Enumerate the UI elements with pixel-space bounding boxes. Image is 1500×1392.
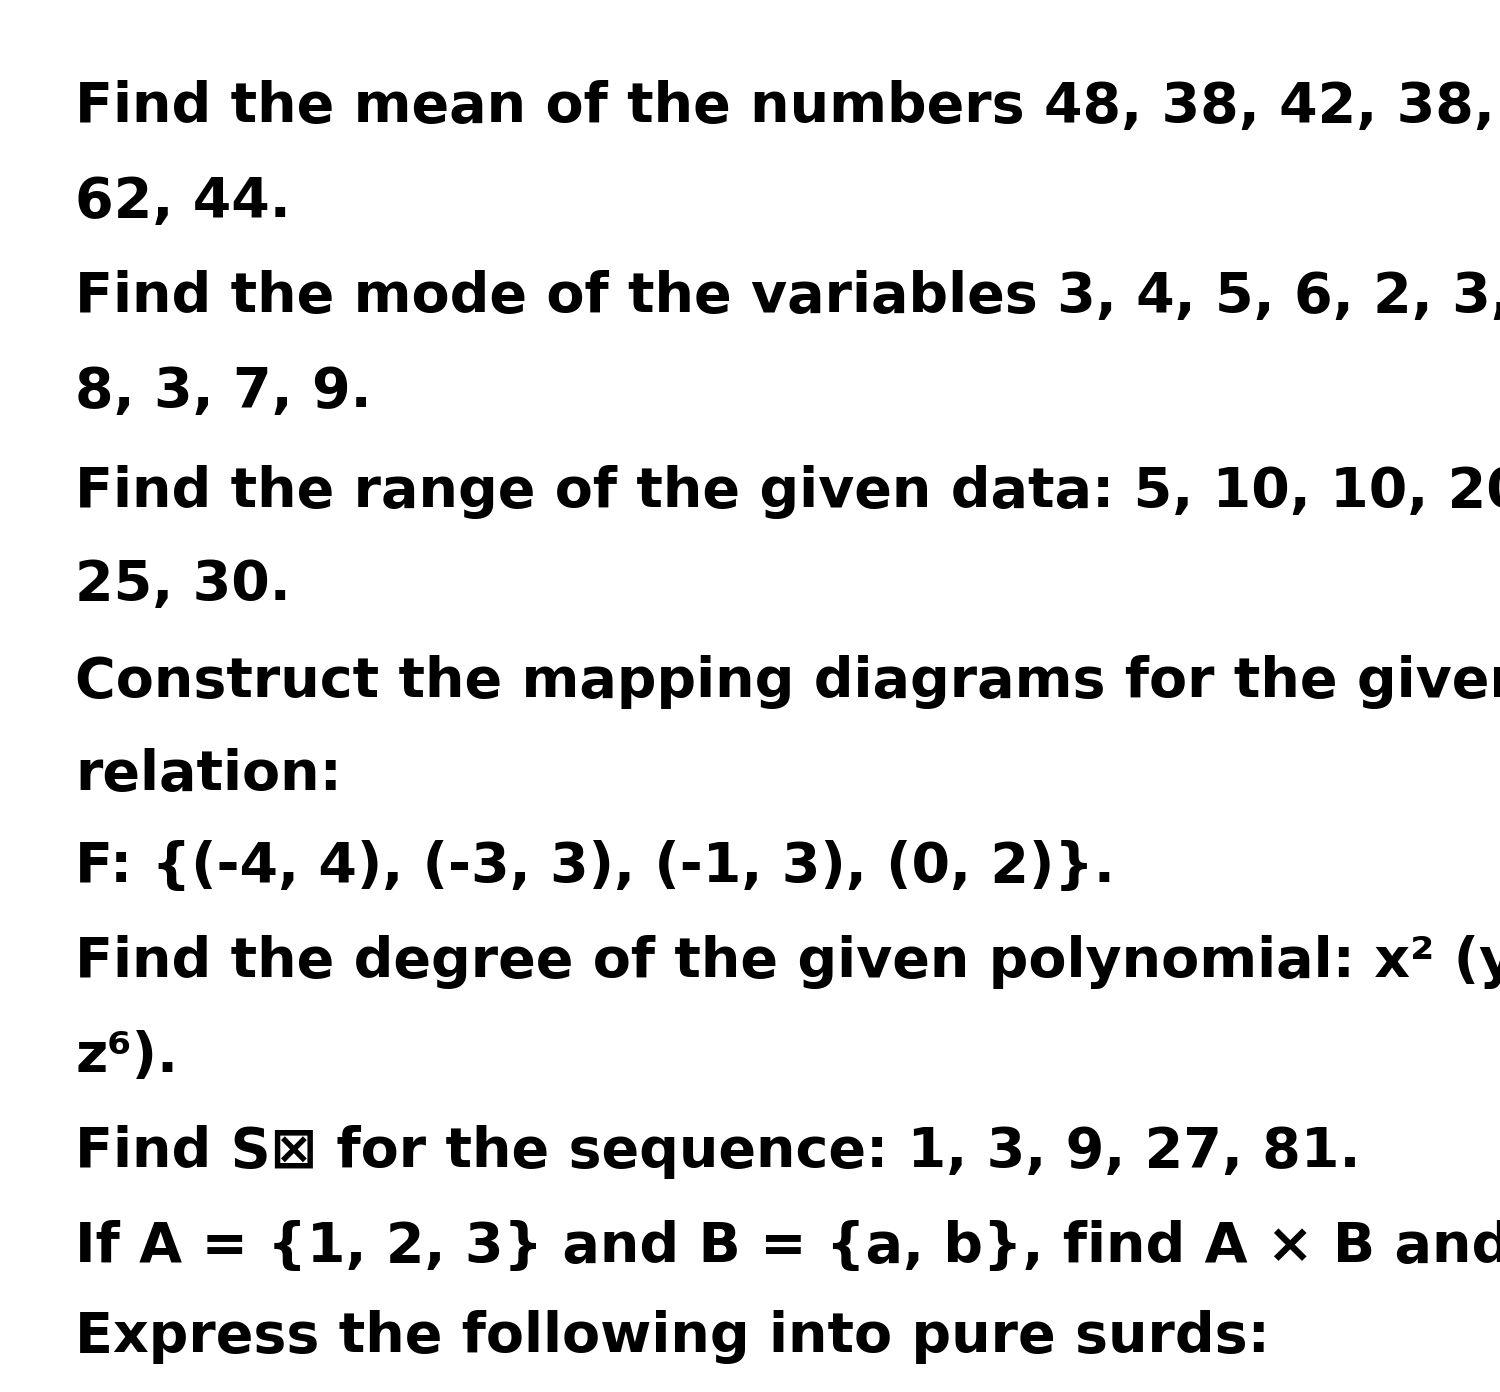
Text: Find the mean of the numbers 48, 38, 42, 38, 49,: Find the mean of the numbers 48, 38, 42,…: [75, 79, 1500, 134]
Text: Construct the mapping diagrams for the given: Construct the mapping diagrams for the g…: [75, 656, 1500, 709]
Text: F: {(-4, 4), (-3, 3), (-1, 3), (0, 2)}.: F: {(-4, 4), (-3, 3), (-1, 3), (0, 2)}.: [75, 839, 1114, 894]
Text: Find the degree of the given polynomial: x² (y⁵ +: Find the degree of the given polynomial:…: [75, 935, 1500, 988]
Text: Find S⊠ for the sequence: 1, 3, 9, 27, 81.: Find S⊠ for the sequence: 1, 3, 9, 27, 8…: [75, 1125, 1360, 1179]
Text: Find the mode of the variables 3, 4, 5, 6, 2, 3, 5, 6,: Find the mode of the variables 3, 4, 5, …: [75, 270, 1500, 324]
Text: Find the range of the given data: 5, 10, 10, 20, 21,: Find the range of the given data: 5, 10,…: [75, 465, 1500, 519]
Text: 8, 3, 7, 9.: 8, 3, 7, 9.: [75, 365, 372, 419]
Text: 62, 44.: 62, 44.: [75, 175, 291, 230]
Text: 25, 30.: 25, 30.: [75, 558, 291, 612]
Text: Express the following into pure surds:: Express the following into pure surds:: [75, 1310, 1270, 1364]
Text: relation:: relation:: [75, 748, 342, 802]
Text: z⁶).: z⁶).: [75, 1030, 178, 1084]
Text: If A = {1, 2, 3} and B = {a, b}, find A × B and B × A.: If A = {1, 2, 3} and B = {a, b}, find A …: [75, 1219, 1500, 1274]
